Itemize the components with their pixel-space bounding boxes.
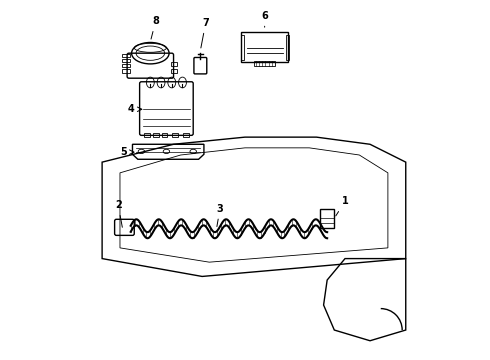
Bar bbox=[122, 54, 130, 58]
Text: 7: 7 bbox=[201, 18, 209, 48]
Bar bbox=[162, 133, 168, 137]
Bar bbox=[241, 35, 244, 60]
Bar bbox=[171, 69, 177, 73]
Text: 2: 2 bbox=[115, 200, 122, 227]
Text: 6: 6 bbox=[261, 11, 268, 27]
Bar bbox=[254, 62, 275, 66]
Text: 5: 5 bbox=[120, 147, 134, 157]
Text: 4: 4 bbox=[128, 104, 142, 114]
Text: 1: 1 bbox=[336, 197, 348, 216]
Bar bbox=[144, 133, 149, 137]
Text: 3: 3 bbox=[217, 203, 223, 226]
Bar bbox=[122, 64, 130, 67]
Bar bbox=[172, 133, 178, 137]
Bar bbox=[122, 59, 130, 62]
Bar bbox=[171, 62, 177, 66]
Text: 8: 8 bbox=[151, 16, 159, 39]
Bar bbox=[183, 133, 189, 137]
Bar bbox=[122, 69, 130, 73]
Bar bbox=[153, 133, 159, 137]
Bar bbox=[286, 35, 289, 60]
